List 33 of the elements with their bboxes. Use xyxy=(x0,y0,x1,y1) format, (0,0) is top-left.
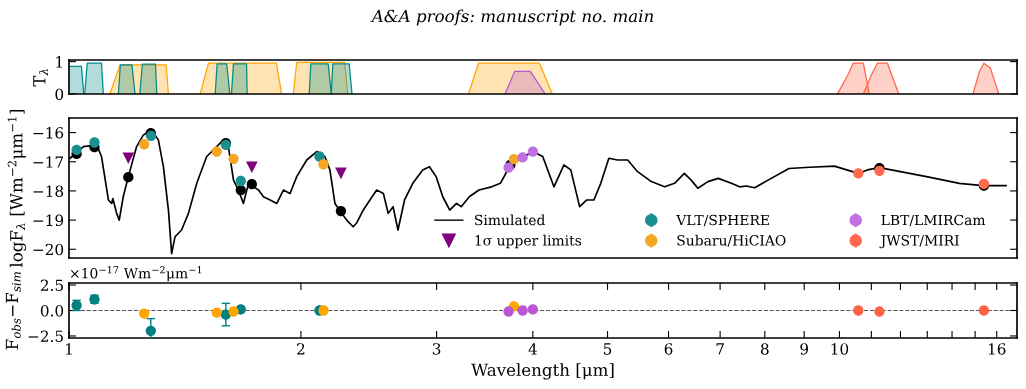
y-tick-label: −19 xyxy=(33,214,64,227)
legend-label: Simulated xyxy=(475,214,545,226)
x-tick-label: 6 xyxy=(664,343,673,355)
x-tick-label: 5 xyxy=(603,343,612,355)
x-tick-label: 7 xyxy=(716,343,724,355)
y-tick-label: −17 xyxy=(33,156,64,168)
x-tick-label: 2 xyxy=(297,343,305,355)
x-tick-label: 1 xyxy=(66,343,72,355)
y-tick-label: −2.5 xyxy=(28,330,63,342)
x-tick-label: 9 xyxy=(800,343,809,355)
y-axis-title: logF$_{λ}$ [Wm$^{−2}$μm$^{−1}$] xyxy=(7,110,27,268)
legend-label: JWST/MIRI xyxy=(879,235,959,249)
y-tick-label: −18 xyxy=(33,185,64,197)
y-tick-label: 0 xyxy=(55,88,64,101)
text: A&A proofs: manuscript no. main xyxy=(370,9,654,26)
y-tick-label: 2.5 xyxy=(40,279,63,292)
y-tick-label: 0.0 xyxy=(40,304,64,317)
y-axis-title: F$_{obs}$−F$_{sim}$ xyxy=(5,272,21,350)
x-tick-label: 10 xyxy=(831,343,849,355)
y-axis-title: T$_{λ}$ xyxy=(33,68,48,87)
x-tick-label: 8 xyxy=(760,343,769,355)
y-tick-label: −20 xyxy=(33,243,64,256)
y-tick-label: −16 xyxy=(33,127,64,139)
legend-label: 1σ upper limits xyxy=(475,234,582,249)
x-tick-label: 16 xyxy=(988,343,1006,355)
y-tick-label: 1 xyxy=(56,56,62,68)
text: ×10$^{−17}$ Wm$^{−2}$μm$^{−1}$ xyxy=(70,266,202,282)
x-tick-label: 3 xyxy=(432,343,441,355)
legend-label: LBT/LMIRCam xyxy=(881,214,986,227)
legend-label: VLT/SPHERE xyxy=(676,214,769,227)
x-tick-label: 4 xyxy=(528,343,537,355)
legend-label: Subaru/HiCIAO xyxy=(677,234,786,247)
x-axis-title: Wavelength [μm] xyxy=(471,363,614,380)
